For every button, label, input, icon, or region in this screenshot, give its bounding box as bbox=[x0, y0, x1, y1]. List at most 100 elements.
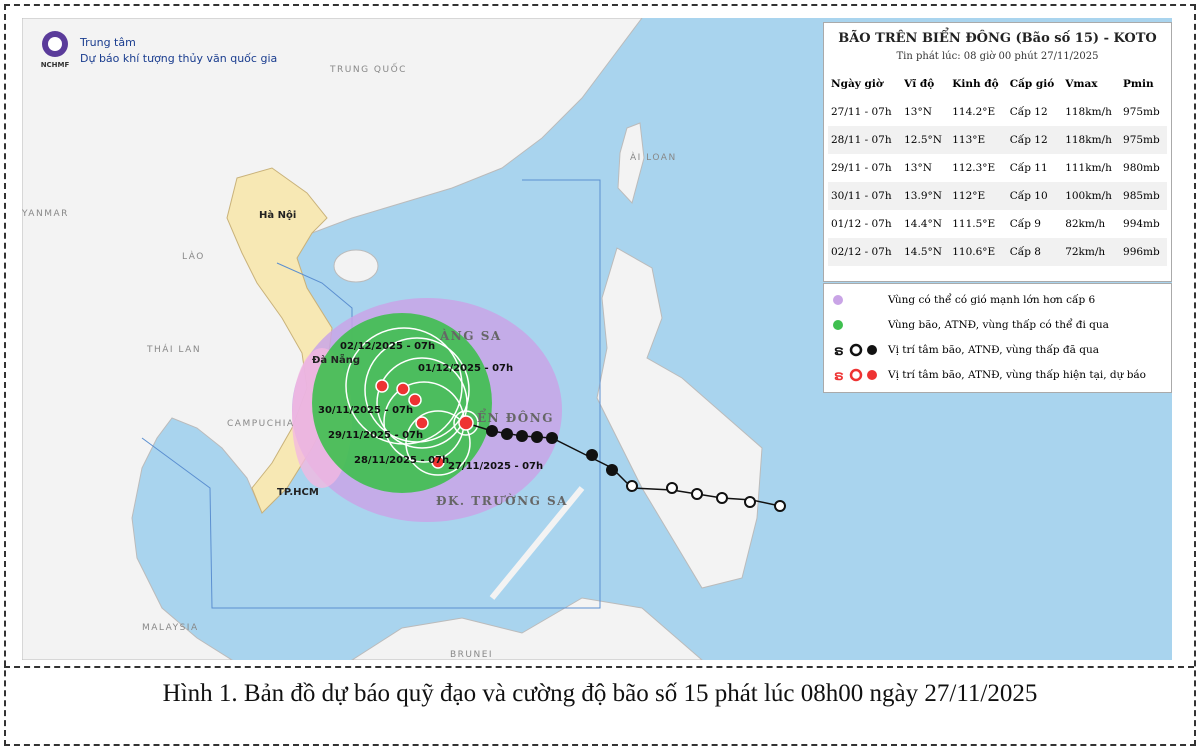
table-cell: 975mb bbox=[1123, 106, 1160, 118]
table-cell: 112°E bbox=[952, 190, 986, 202]
table-cell: Cấp 9 bbox=[1009, 218, 1041, 230]
table-cell: Cấp 8 bbox=[1009, 246, 1041, 258]
table-cell: 994mb bbox=[1123, 218, 1160, 230]
taiwan bbox=[617, 122, 645, 205]
table-cell: Cấp 12 bbox=[1009, 134, 1048, 146]
table-cell: 111.5°E bbox=[952, 218, 996, 230]
forecast-table: Ngày giờ Vĩ độ Kinh độ Cấp gió Vmax Pmin 27/11… bbox=[828, 70, 1167, 266]
table-cell: 01/12 - 07h bbox=[831, 218, 892, 230]
header-line: Trung tâm bbox=[80, 35, 136, 49]
table-cell: 27/11 - 07h bbox=[831, 106, 892, 118]
column-header: Kinh độ bbox=[952, 78, 999, 90]
map-label: LÀO bbox=[182, 250, 205, 262]
map-label: CAMPUCHIA bbox=[227, 419, 295, 429]
table-cell: 02/12 - 07h bbox=[831, 246, 892, 258]
map-label: ÀNG SA bbox=[439, 328, 502, 343]
hainan bbox=[333, 249, 379, 283]
svg-text:ຣ: ຣ bbox=[834, 343, 844, 358]
past-positions bbox=[486, 425, 618, 476]
table-cell: 13°N bbox=[904, 106, 932, 118]
track-label: 01/12/2025 - 07h bbox=[418, 363, 513, 374]
table-row: 01/12 - 07h 14.4°N 111.5°E Cấp 9 82km/h 994mb bbox=[828, 210, 1167, 238]
palawan bbox=[489, 486, 585, 600]
legend-text: Vùng bão, ATNĐ, vùng thấp có thể đi qua bbox=[888, 319, 1109, 331]
table-row: 27/11 - 07h 13°N 114.2°E Cấp 12 118km/h 975mb bbox=[828, 98, 1167, 126]
table-cell: 112.3°E bbox=[952, 162, 996, 174]
table-cell: 980mb bbox=[1123, 162, 1160, 174]
table-cell: 14.5°N bbox=[904, 246, 942, 258]
header-line: Dự báo khí tượng thủy văn quốc gia bbox=[80, 51, 278, 65]
table-row: 30/11 - 07h 13.9°N 112°E Cấp 10 100km/h 985mb bbox=[828, 182, 1167, 210]
column-header: Cấp gió bbox=[1009, 78, 1055, 90]
table-cell: 13°N bbox=[904, 162, 932, 174]
legend-icon bbox=[833, 295, 843, 305]
map-label: BRUNEI bbox=[450, 650, 493, 660]
radius-circles bbox=[345, 327, 479, 476]
map-label: ĐK. TRƯỜNG SA bbox=[436, 492, 568, 508]
boundary bbox=[141, 179, 601, 609]
column-header: Vĩ độ bbox=[904, 78, 935, 90]
borneo bbox=[351, 597, 703, 660]
legend-item: ຣ Vị trí tâm bão, ATNĐ, vùng thấp đã qua bbox=[830, 340, 1099, 360]
map-label: YANMAR bbox=[22, 209, 69, 219]
table-cell: 72km/h bbox=[1065, 246, 1106, 258]
forecast-positions bbox=[375, 379, 474, 469]
map-label: ÀI LOAN bbox=[630, 151, 677, 163]
table-cell: 110.6°E bbox=[952, 246, 996, 258]
map-label: Đà Nẵng bbox=[312, 353, 360, 366]
table-row: 28/11 - 07h 12.5°N 113°E Cấp 12 118km/h 975mb bbox=[828, 126, 1167, 154]
table-cell: 13.9°N bbox=[904, 190, 942, 202]
table-cell: 30/11 - 07h bbox=[831, 190, 892, 202]
table-cell: 29/11 - 07h bbox=[831, 162, 892, 174]
table-cell: Cấp 11 bbox=[1009, 162, 1048, 174]
table-cell: 975mb bbox=[1123, 134, 1160, 146]
table-cell: 12.5°N bbox=[904, 134, 942, 146]
track-label: 02/12/2025 - 07h bbox=[340, 341, 435, 352]
legend-item: ຣ Vị trí tâm bão, ATNĐ, vùng thấp hiện tạ… bbox=[830, 365, 1146, 385]
info-panel: BÃO TRÊN BIỂN ĐÔNG (Bão số 15) - KOTO Ti… bbox=[823, 22, 1172, 282]
track-label: 28/11/2025 - 07h bbox=[354, 455, 449, 466]
legend-text: Vùng có thể có gió mạnh lớn hơn cấp 6 bbox=[888, 294, 1096, 306]
map-label: THÁI LAN bbox=[146, 343, 201, 355]
track-label: 29/11/2025 - 07h bbox=[328, 430, 423, 441]
column-header: Pmin bbox=[1123, 78, 1154, 90]
map-label: TRUNG QUỐC bbox=[329, 62, 407, 75]
caption: Hình 1. Bản đồ dự báo quỹ đạo và cường đ… bbox=[162, 680, 1038, 707]
map-label: TP.HCM bbox=[277, 487, 319, 498]
past-positions bbox=[626, 480, 786, 512]
svg-text:ຣ: ຣ bbox=[834, 368, 844, 383]
table-row: 02/12 - 07h 14.5°N 110.6°E Cấp 8 72km/h 996mb bbox=[828, 238, 1167, 266]
table-row: 29/11 - 07h 13°N 112.3°E Cấp 11 111km/h 980mb bbox=[828, 154, 1167, 182]
panel-issued: Tin phát lúc: 08 giờ 00 phút 27/11/2025 bbox=[896, 51, 1099, 62]
legend-text: Vị trí tâm bão, ATNĐ, vùng thấp đã qua bbox=[888, 344, 1099, 356]
table-cell: 100km/h bbox=[1065, 190, 1112, 202]
panel-title: BÃO TRÊN BIỂN ĐÔNG (Bão số 15) - KOTO bbox=[838, 31, 1157, 46]
table-cell: 28/11 - 07h bbox=[831, 134, 892, 146]
legend-icon: ຣ bbox=[834, 368, 877, 383]
table-cell: 82km/h bbox=[1065, 218, 1106, 230]
table-cell: 996mb bbox=[1123, 246, 1160, 258]
column-header: Vmax bbox=[1065, 78, 1098, 90]
header: NCHMF Trung tâm Dự báo khí tượng thủy vă… bbox=[38, 30, 277, 70]
table-cell: 118km/h bbox=[1065, 134, 1112, 146]
legend-item: Vùng có thể có gió mạnh lớn hơn cấp 6 bbox=[830, 290, 1095, 310]
map-label: MALAYSIA bbox=[142, 623, 199, 633]
legend-text: Vị trí tâm bão, ATNĐ, vùng thấp hiện tại… bbox=[888, 369, 1147, 381]
table-cell: 118km/h bbox=[1065, 106, 1112, 118]
table-cell: 985mb bbox=[1123, 190, 1160, 202]
legend-icon: ຣ bbox=[834, 343, 877, 358]
logo: NCHMF bbox=[41, 31, 70, 69]
map-label: Hà Nội bbox=[259, 209, 296, 221]
table-cell: Cấp 10 bbox=[1009, 190, 1048, 202]
track-label: 30/11/2025 - 07h bbox=[318, 405, 413, 416]
frame bbox=[4, 4, 1196, 746]
legend-icon bbox=[833, 320, 843, 330]
map-label: ỂN ĐÔNG bbox=[477, 407, 554, 425]
table-cell: 113°E bbox=[952, 134, 986, 146]
table-cell: 111km/h bbox=[1065, 162, 1112, 174]
logo-text: NCHMF bbox=[41, 61, 70, 69]
legend: Vùng có thể có gió mạnh lớn hơn cấp 6 Vùn… bbox=[823, 283, 1172, 393]
column-header: Ngày giờ bbox=[831, 78, 883, 90]
table-cell: Cấp 12 bbox=[1009, 106, 1048, 118]
